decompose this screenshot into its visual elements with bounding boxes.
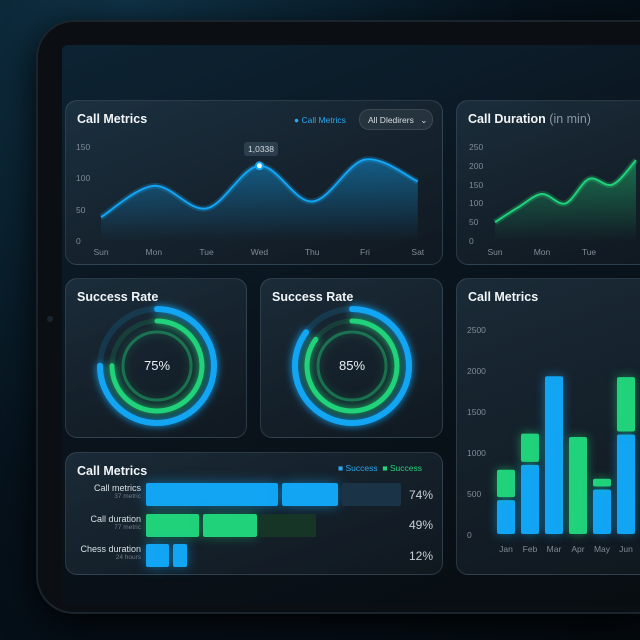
x-tick-label: Jun: [619, 544, 633, 554]
y-tick-label: 100: [469, 198, 484, 209]
line-chart: Sun Mon Tue Wed Thu Fri Sat: [93, 156, 425, 257]
x-tick-label: Apr: [571, 544, 584, 554]
area-fill: [101, 159, 418, 241]
x-tick-label: Jan: [499, 544, 513, 554]
bar-mar-blue: [545, 376, 563, 534]
x-tick-label: Mon: [534, 247, 551, 257]
ring-track: [121, 330, 193, 402]
donut-gauge: [97, 306, 217, 426]
duration-chart: Sun Mon Tue: [487, 158, 639, 257]
ring-progress: [97, 306, 217, 426]
y-tick-label: 150: [76, 142, 91, 152]
bar-may-blue: [593, 489, 611, 534]
bar-segment: [173, 544, 187, 567]
success-rate-card-1: Success Rate 75%: [65, 278, 247, 438]
success-rate-card-2: Success Rate 85%: [260, 278, 443, 438]
bar-may-green: [593, 478, 611, 487]
ring-progress: [109, 318, 205, 414]
area-fill: [495, 160, 636, 241]
y-tick-label: 50: [469, 217, 479, 228]
highlight-point: [254, 161, 264, 171]
bar-feb-green: [521, 433, 539, 462]
bar-segment: [146, 514, 199, 537]
x-tick-label: Mon: [146, 247, 163, 257]
x-tick-label: Tue: [199, 247, 214, 257]
row-value: 49%: [408, 518, 433, 532]
legend-call-metrics: ● Call Metrics: [294, 115, 346, 125]
camera: [47, 316, 53, 322]
y-tick-label: 2000: [467, 366, 486, 376]
ring-progress: [121, 330, 193, 402]
bar-segment: [146, 483, 278, 506]
bar-chart: Jan Feb Mar Apr May Jun: [497, 376, 635, 554]
x-tick-label: Mar: [547, 544, 562, 554]
y-tick-label: 100: [76, 173, 91, 184]
y-tick-label: 0: [76, 236, 81, 246]
y-tick-label: 250: [469, 142, 484, 152]
gauge-value: 85%: [339, 358, 366, 373]
x-tick-label: Sun: [93, 247, 108, 257]
bar-segment: [282, 483, 338, 506]
card-title: Call Metrics: [77, 112, 148, 126]
filter-dropdown[interactable]: All Dledirers ⌄: [359, 109, 433, 130]
bar-feb-blue: [521, 464, 539, 534]
y-tick-label: 2500: [467, 325, 486, 335]
bar-segment: [146, 544, 169, 567]
bar-apr-green: [569, 436, 587, 534]
call-metrics-bars-card: Call Metrics ■ Success ■ Success Call me…: [65, 452, 443, 575]
x-tick-label: Tue: [582, 247, 597, 257]
y-tick-label: 0: [469, 236, 474, 246]
legend-dot-icon: ●: [294, 115, 300, 125]
bar-jun-green: [617, 377, 635, 432]
x-tick-label: May: [594, 544, 611, 554]
row-value: 74%: [408, 488, 433, 502]
bar-jun-blue: [617, 434, 635, 534]
card-title: Success Rate: [77, 290, 159, 304]
card-title: Call Metrics: [77, 464, 148, 478]
call-metrics-line-card: Call Metrics ● Call Metrics All Dledirer…: [65, 100, 443, 265]
ring-progress: [316, 330, 388, 402]
row-value: 12%: [408, 549, 433, 563]
legend-dot-icon: ■: [382, 463, 388, 473]
call-duration-card: Call Duration (in min) 250 200 150 100 50 0 S…: [456, 100, 640, 265]
ring-progress: [292, 306, 412, 426]
card-title: Call Duration (in min): [468, 112, 591, 126]
x-tick-label: Feb: [523, 544, 538, 554]
x-tick-label: Sat: [411, 247, 424, 257]
chevron-down-icon: ⌄: [420, 115, 428, 125]
card-title: Call Metrics: [468, 290, 539, 304]
x-tick-label: Thu: [305, 247, 320, 257]
bar-segment: [342, 483, 401, 506]
bar-segment: [203, 514, 257, 537]
bar-jan-green: [497, 469, 515, 498]
ring-track: [316, 330, 388, 402]
y-tick-label: 150: [469, 179, 484, 190]
call-metrics-bar-chart-card: Call Metrics 2500 2000 1500 1000 500 0 Jan Feb…: [456, 278, 640, 575]
y-tick-label: 1500: [467, 407, 486, 417]
y-tick-label: 1000: [467, 448, 486, 458]
y-tick-label: 50: [76, 204, 86, 215]
x-tick-label: Wed: [251, 247, 269, 257]
gauge-value: 75%: [144, 358, 171, 373]
x-tick-label: Sun: [487, 247, 502, 257]
tooltip: 1,0338: [244, 142, 278, 156]
bar-segment: [260, 514, 316, 537]
y-tick-label: 200: [469, 160, 484, 171]
ring-progress: [304, 318, 400, 414]
donut-gauge: [292, 306, 412, 426]
legend: ■ Success ■ Success: [338, 463, 423, 473]
x-tick-label: Fri: [360, 247, 370, 257]
card-title: Success Rate: [272, 290, 354, 304]
y-tick-label: 0: [467, 530, 472, 540]
bar-jan-blue: [497, 500, 515, 534]
series-line: [494, 159, 637, 224]
legend-dot-icon: ■: [338, 463, 344, 473]
y-tick-label: 500: [467, 489, 482, 499]
